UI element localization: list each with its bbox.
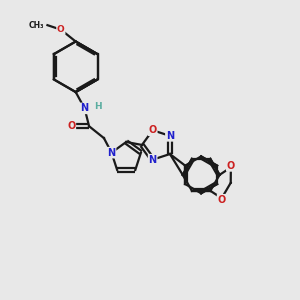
- Text: CH₃: CH₃: [29, 21, 44, 30]
- Text: N: N: [148, 154, 157, 165]
- Text: H: H: [94, 102, 102, 111]
- Text: N: N: [166, 131, 174, 141]
- Text: N: N: [80, 103, 89, 113]
- Text: O: O: [148, 125, 157, 135]
- Text: O: O: [227, 161, 235, 171]
- Text: O: O: [67, 121, 75, 131]
- Text: O: O: [57, 25, 65, 34]
- Text: N: N: [107, 148, 116, 158]
- Text: O: O: [218, 195, 226, 205]
